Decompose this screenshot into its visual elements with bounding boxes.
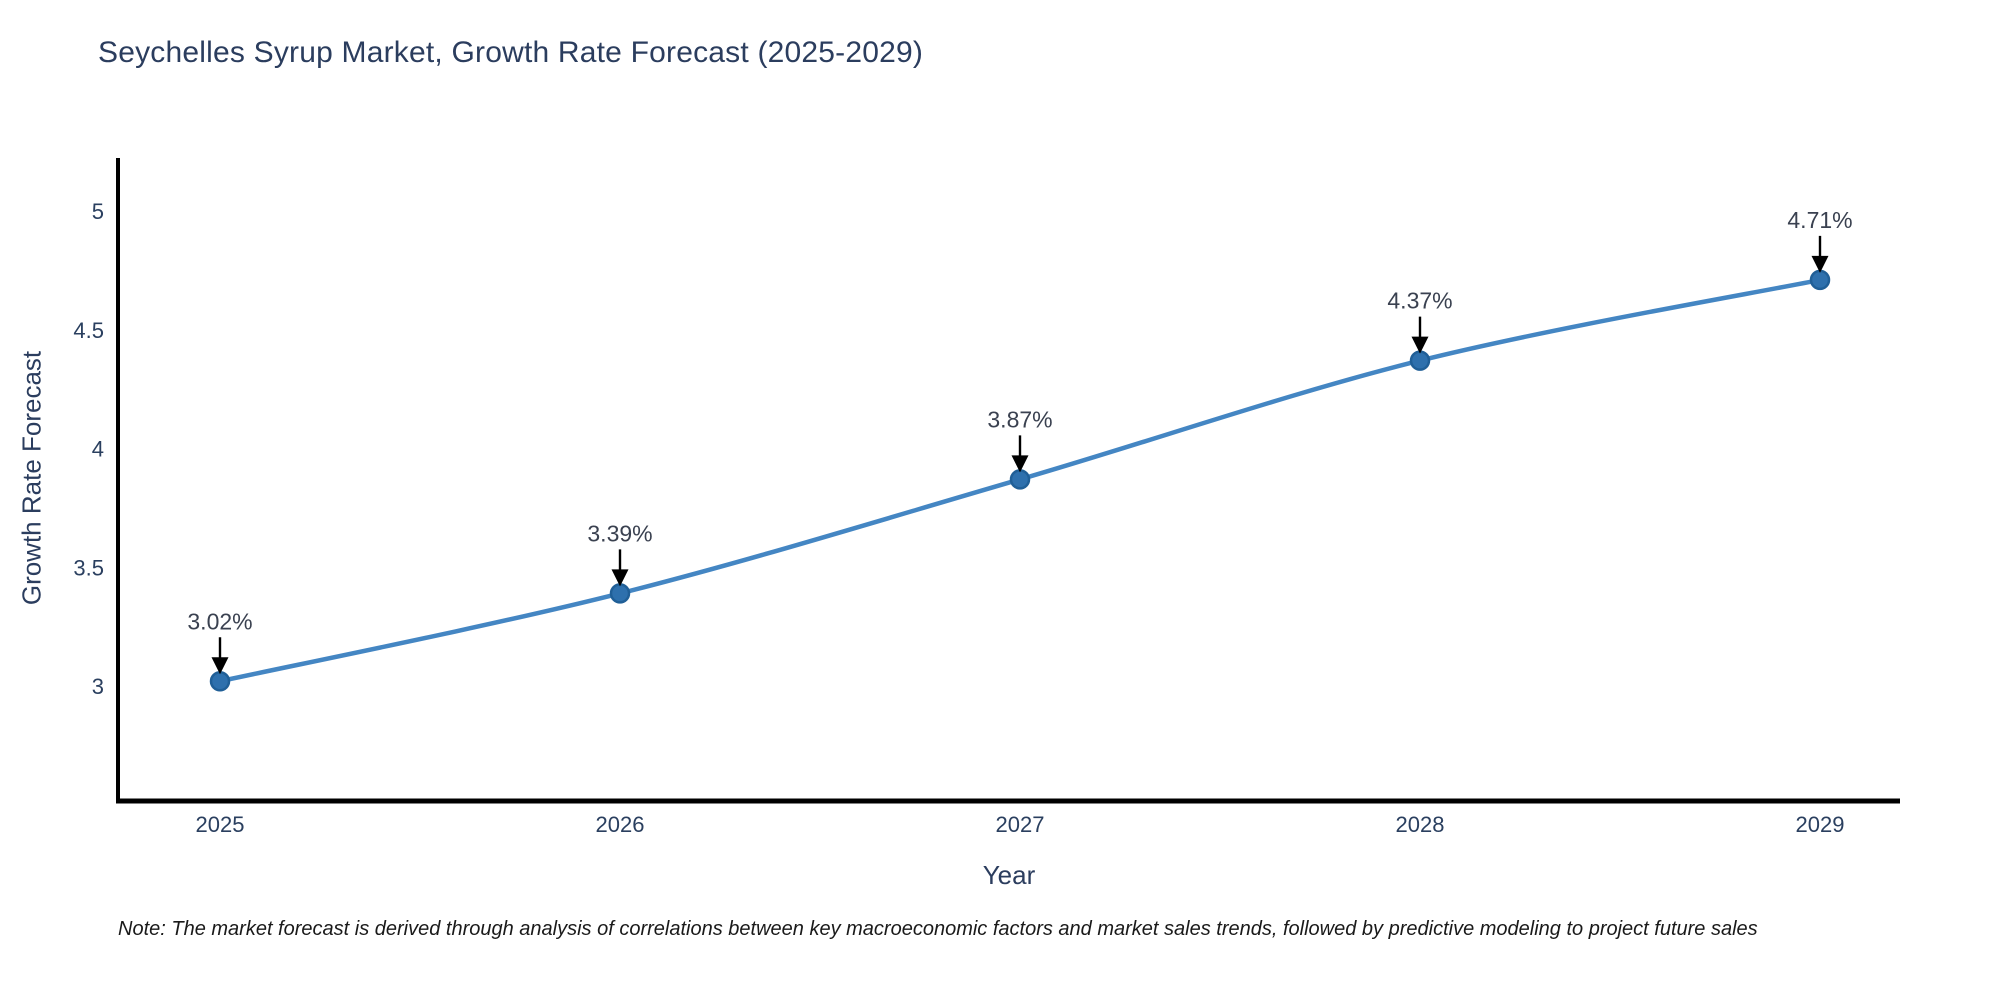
y-tick-label: 4 — [92, 437, 104, 462]
data-point-label: 4.37% — [1387, 288, 1452, 314]
y-tick-label: 4.5 — [73, 318, 104, 343]
y-tick-label: 3 — [92, 674, 104, 699]
x-axis-title: Year — [982, 860, 1036, 890]
y-tick-label: 3.5 — [73, 555, 104, 580]
annotation-arrow-head — [611, 569, 629, 587]
y-tick-label: 5 — [92, 199, 104, 224]
annotation-arrow-head — [1811, 255, 1829, 273]
data-point-marker — [209, 671, 231, 692]
data-point-label: 3.02% — [187, 608, 252, 634]
data-point-label: 3.39% — [587, 520, 652, 546]
annotation-arrow-head — [1011, 455, 1029, 473]
x-tick-label: 2026 — [596, 812, 645, 837]
data-point-label: 3.87% — [987, 406, 1052, 432]
data-point-marker — [609, 583, 631, 604]
footnote-text: Note: The market forecast is derived thr… — [118, 918, 1758, 940]
data-point-marker — [1009, 469, 1031, 490]
x-tick-label: 2029 — [1796, 812, 1845, 837]
chart-title: Seychelles Syrup Market, Growth Rate For… — [98, 36, 924, 69]
annotation-arrow-head — [211, 657, 229, 675]
data-point-marker — [1809, 269, 1831, 291]
data-point-label: 4.71% — [1787, 207, 1852, 233]
x-tick-label: 2027 — [996, 812, 1045, 837]
x-tick-label: 2028 — [1396, 812, 1445, 837]
x-tick-label: 2025 — [196, 812, 245, 837]
annotation-arrow-head — [1411, 336, 1429, 354]
data-point-marker — [1409, 350, 1431, 371]
